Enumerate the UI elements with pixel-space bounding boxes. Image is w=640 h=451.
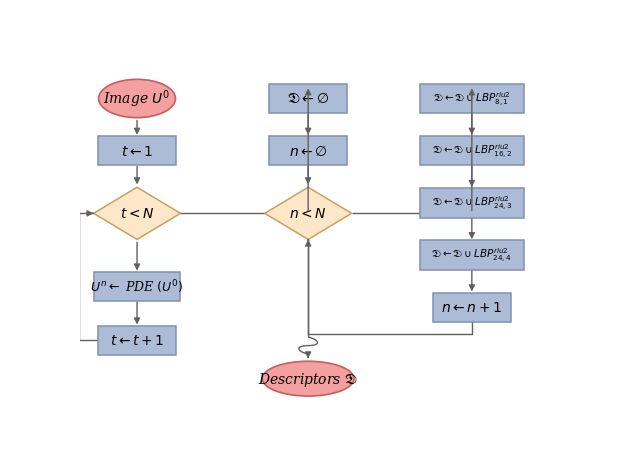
FancyBboxPatch shape: [420, 189, 524, 218]
Ellipse shape: [99, 80, 175, 118]
Text: $\mathfrak{D} \leftarrow \mathfrak{D} \cup LBP^{riu2}_{24,3}$: $\mathfrak{D} \leftarrow \mathfrak{D} \c…: [431, 194, 512, 212]
Polygon shape: [93, 188, 180, 240]
Text: $\mathfrak{D} \leftarrow \mathfrak{D} \cup LBP^{riu2}_{16,2}$: $\mathfrak{D} \leftarrow \mathfrak{D} \c…: [431, 143, 512, 161]
Text: $t \leftarrow t+1$: $t \leftarrow t+1$: [109, 334, 164, 348]
Text: Descriptors $\mathfrak{D}$: Descriptors $\mathfrak{D}$: [258, 370, 358, 388]
Text: $U^n \leftarrow$ PDE $(U^0)$: $U^n \leftarrow$ PDE $(U^0)$: [90, 278, 184, 295]
Text: $\mathfrak{D} \leftarrow \mathfrak{D} \cup LBP^{riu2}_{8,1}$: $\mathfrak{D} \leftarrow \mathfrak{D} \c…: [433, 90, 511, 108]
Text: $t \leftarrow 1$: $t \leftarrow 1$: [121, 144, 153, 158]
Text: $t < N$: $t < N$: [120, 207, 154, 221]
FancyBboxPatch shape: [269, 137, 348, 166]
Text: $n < N$: $n < N$: [289, 207, 327, 221]
FancyBboxPatch shape: [420, 241, 524, 270]
FancyBboxPatch shape: [98, 137, 176, 166]
FancyBboxPatch shape: [420, 84, 524, 114]
Text: $\mathfrak{D} \leftarrow \emptyset$: $\mathfrak{D} \leftarrow \emptyset$: [287, 92, 329, 106]
Text: $\mathfrak{D} \leftarrow \mathfrak{D} \cup LBP^{riu2}_{24,4}$: $\mathfrak{D} \leftarrow \mathfrak{D} \c…: [431, 247, 512, 265]
Ellipse shape: [262, 361, 354, 396]
FancyBboxPatch shape: [93, 272, 180, 302]
FancyBboxPatch shape: [269, 84, 348, 114]
Text: $n \leftarrow \emptyset$: $n \leftarrow \emptyset$: [289, 144, 328, 158]
Polygon shape: [265, 188, 351, 240]
Text: Image $U^0$: Image $U^0$: [104, 88, 171, 110]
FancyBboxPatch shape: [420, 137, 524, 166]
Text: $n \leftarrow n+1$: $n \leftarrow n+1$: [441, 301, 502, 315]
FancyBboxPatch shape: [433, 293, 511, 322]
FancyBboxPatch shape: [98, 326, 176, 355]
